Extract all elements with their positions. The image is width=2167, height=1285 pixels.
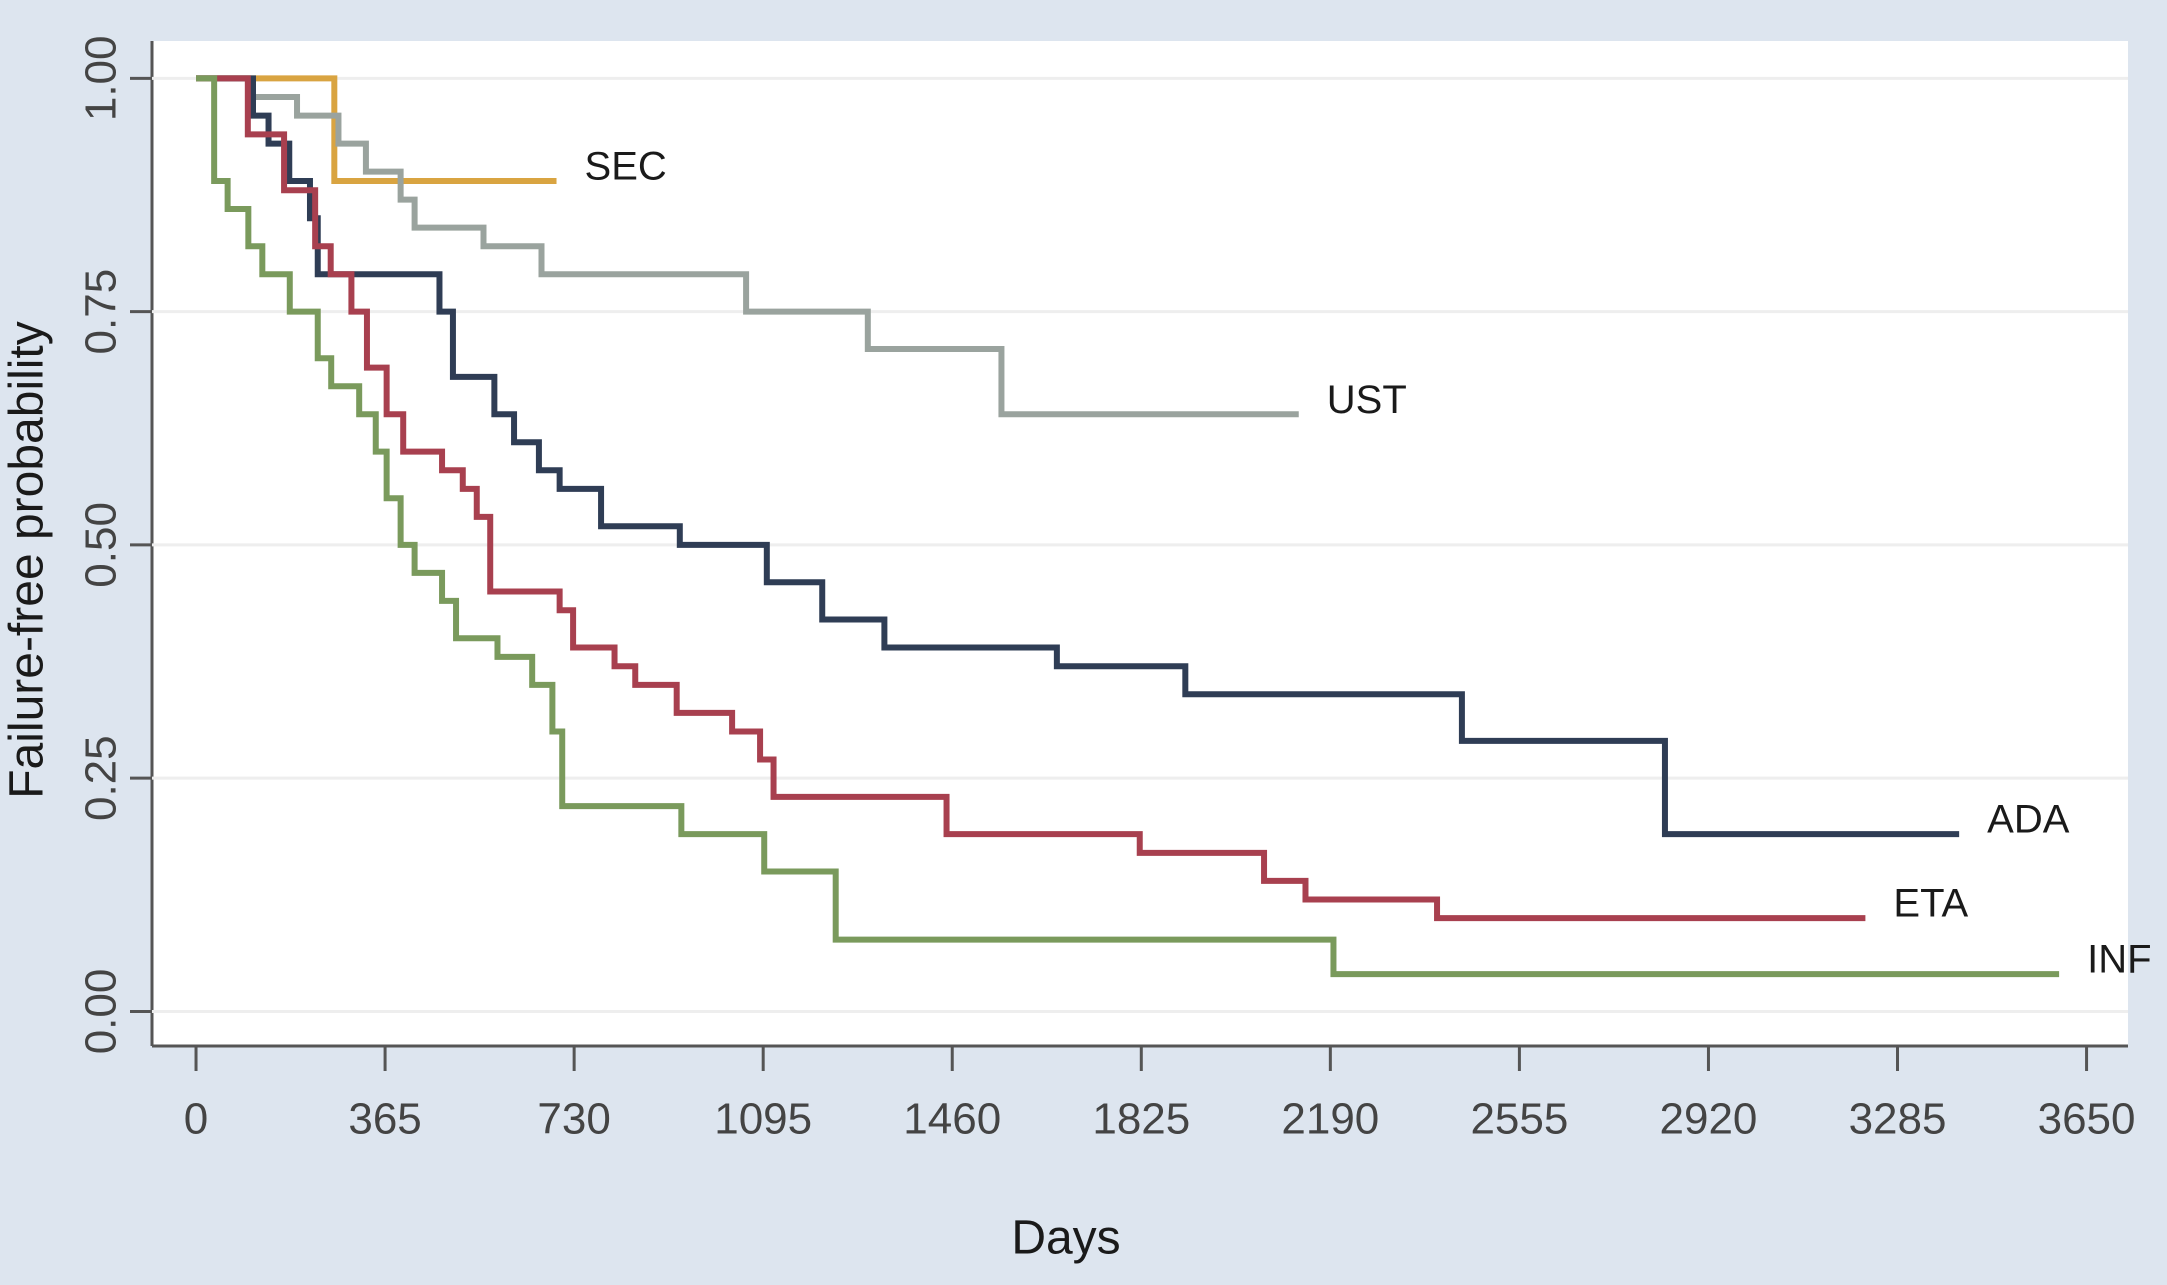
survival-curve — [196, 75, 1299, 418]
x-tick-label: 2920 — [1660, 1095, 1758, 1144]
y-tick-label: 0.25 — [77, 735, 126, 821]
survival-curve — [196, 75, 1960, 838]
curve-label: ETA — [1893, 882, 1968, 926]
y-tick-label: 0.00 — [77, 969, 126, 1055]
curve-label: SEC — [585, 145, 667, 189]
x-tick-label: 3285 — [1849, 1095, 1947, 1144]
x-tick-label: 365 — [348, 1095, 421, 1144]
x-tick-label: 0 — [184, 1095, 208, 1144]
x-tick-label: 2555 — [1470, 1095, 1568, 1144]
survival-curve — [196, 75, 1866, 922]
y-tick-label: 0.50 — [77, 502, 126, 588]
survival-curve — [196, 75, 2060, 978]
survival-curve — [196, 75, 557, 184]
x-tick-label: 1095 — [714, 1095, 812, 1144]
x-axis-title: Days — [1011, 1212, 1120, 1265]
y-tick-label: 0.75 — [77, 269, 126, 355]
curve-label: ADA — [1987, 798, 2070, 842]
y-axis-title: Failure-free probability — [1, 321, 54, 799]
curve-label: UST — [1327, 378, 1407, 422]
x-tick-label: 3650 — [2038, 1095, 2136, 1144]
x-tick-label: 730 — [537, 1095, 610, 1144]
x-tick-label: 1825 — [1092, 1095, 1190, 1144]
y-tick-label: 1.00 — [77, 36, 126, 122]
curve-label: INF — [2087, 938, 2151, 982]
x-tick-label: 1460 — [903, 1095, 1001, 1144]
x-tick-label: 2190 — [1281, 1095, 1379, 1144]
